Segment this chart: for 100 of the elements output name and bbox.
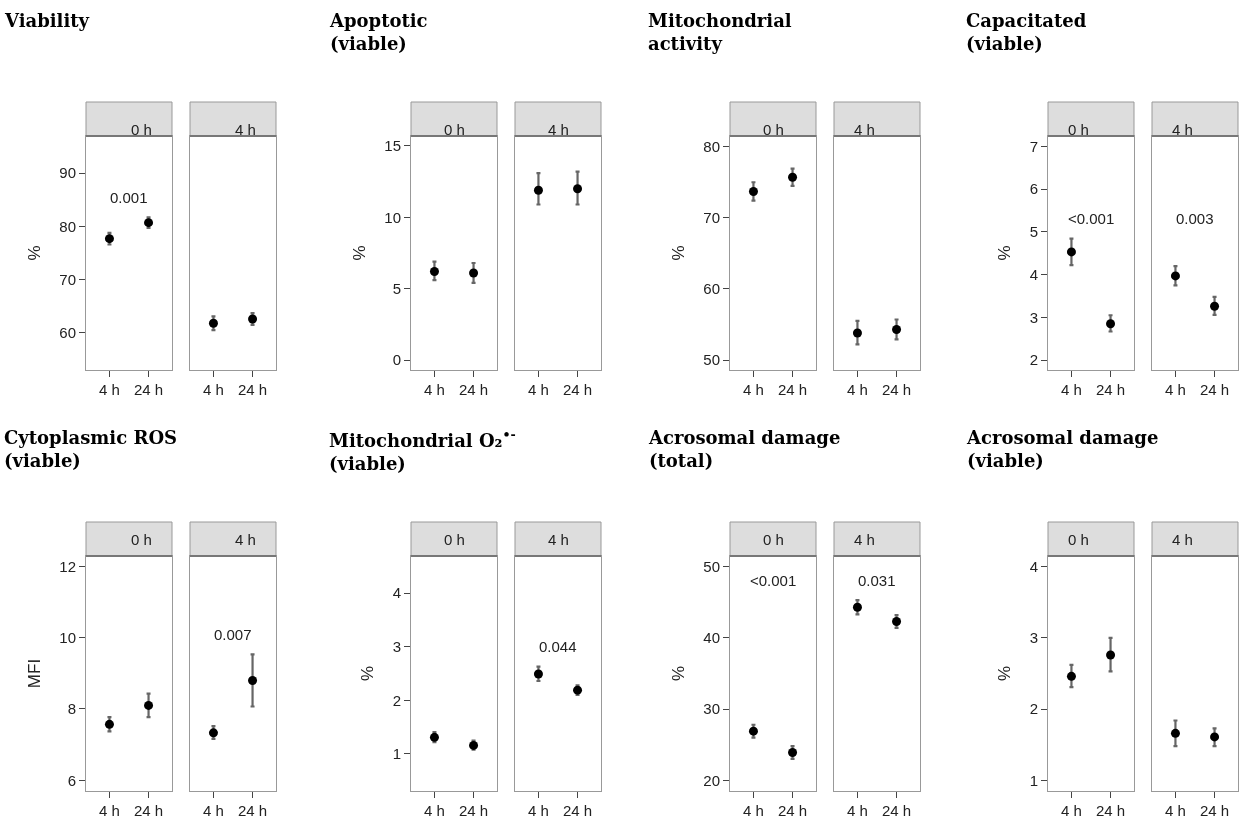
- chart-subtitle: 4 h: [235, 531, 256, 548]
- chart-subtitle: 4 h: [548, 531, 569, 548]
- y-tick-label: 6: [1029, 180, 1038, 198]
- x-tick-label: 4 h: [203, 802, 224, 819]
- y-tick-label: 20: [703, 771, 720, 789]
- x-tick-label: 4 h: [1165, 381, 1186, 398]
- x-tick-label: 4 h: [99, 381, 120, 398]
- y-tick-label: 70: [703, 209, 720, 227]
- x-tick-label: 4 h: [847, 381, 868, 398]
- x-tick-label: 24 h: [237, 381, 268, 398]
- annotation: 0.044: [539, 638, 577, 655]
- y-tick-label: 1: [392, 745, 401, 763]
- x-tick-label: 24 h: [881, 381, 912, 398]
- chart-title: Acrosomal damage (total): [648, 427, 841, 472]
- y-axis-title: %: [995, 245, 1015, 261]
- y-tick-label: 15: [384, 137, 401, 155]
- chart-title: Acrosomal damage (viable): [966, 427, 1159, 472]
- chart-title: Mitochondrial O₂$^{•-}$ (viable): [329, 427, 516, 474]
- x-tick-label: 24 h: [237, 802, 268, 819]
- annotation: 0.003: [1176, 210, 1214, 227]
- y-tick-label: 6: [67, 771, 76, 789]
- x-tick-label: 4 h: [743, 802, 764, 819]
- y-axis-title: %: [358, 665, 378, 682]
- y-tick-label: 1: [1029, 771, 1038, 789]
- chart-subtitle: 0 h: [444, 121, 465, 138]
- y-tick-label: 50: [703, 557, 720, 575]
- x-tick-label: 4 h: [99, 802, 120, 819]
- chart-title: Cytoplasmic ROS (viable): [4, 427, 178, 472]
- annotation: 0.031: [858, 572, 896, 589]
- y-tick-label: 80: [703, 137, 720, 155]
- annotation: 0.001: [110, 189, 148, 206]
- chart-subtitle: 0 h: [1068, 531, 1089, 548]
- x-tick-label: 4 h: [528, 381, 549, 398]
- y-tick-label: 60: [59, 324, 76, 342]
- x-tick-label: 4 h: [847, 802, 868, 819]
- chart-subtitle: 4 h: [1172, 531, 1193, 548]
- annotation: <0.001: [1068, 210, 1115, 227]
- chart-title: Capacitated (viable): [966, 10, 1087, 55]
- y-tick-label: 5: [1029, 223, 1038, 241]
- x-tick-label: 4 h: [1061, 381, 1082, 398]
- y-tick-label: 4: [1029, 557, 1038, 575]
- y-axis-title: %: [24, 245, 44, 261]
- x-tick-label: 24 h: [458, 381, 489, 398]
- y-axis-title: %: [995, 665, 1015, 682]
- chart-subtitle: 0 h: [131, 531, 152, 548]
- x-tick-label: 24 h: [777, 381, 808, 398]
- y-tick-label: 2: [392, 691, 401, 709]
- chart-subtitle: 0 h: [444, 531, 465, 548]
- y-tick-label: 30: [703, 700, 720, 718]
- y-tick-label: 0: [392, 351, 401, 369]
- x-tick-label: 24 h: [1199, 381, 1230, 398]
- y-tick-label: 40: [703, 629, 720, 647]
- y-tick-label: 3: [1029, 629, 1038, 647]
- x-tick-label: 4 h: [424, 802, 445, 819]
- chart-subtitle: 0 h: [131, 121, 152, 138]
- y-axis-title: %: [668, 665, 688, 682]
- x-tick-label: 24 h: [777, 802, 808, 819]
- y-tick-label: 8: [67, 700, 76, 718]
- chart-subtitle: 4 h: [854, 531, 875, 548]
- x-tick-label: 24 h: [881, 802, 912, 819]
- x-tick-label: 24 h: [1095, 802, 1126, 819]
- chart-subtitle: 4 h: [854, 121, 875, 138]
- y-tick-label: 5: [392, 279, 401, 297]
- x-tick-label: 24 h: [458, 802, 489, 819]
- x-tick-label: 4 h: [528, 802, 549, 819]
- y-tick-label: 10: [384, 208, 401, 226]
- y-tick-label: 2: [1029, 700, 1038, 718]
- y-tick-label: 90: [59, 164, 76, 182]
- y-tick-label: 3: [392, 637, 401, 655]
- chart-subtitle: 4 h: [235, 121, 256, 138]
- y-tick-label: 80: [59, 217, 76, 235]
- x-tick-label: 24 h: [562, 381, 593, 398]
- x-tick-label: 4 h: [424, 381, 445, 398]
- x-tick-label: 24 h: [562, 802, 593, 819]
- chart-title: Apoptotic (viable): [329, 10, 428, 55]
- x-tick-label: 24 h: [1199, 802, 1230, 819]
- chart-subtitle: 0 h: [763, 121, 784, 138]
- chart-subtitle: 0 h: [1068, 121, 1089, 138]
- y-tick-label: 50: [703, 351, 720, 369]
- chart-subtitle: 0 h: [763, 531, 784, 548]
- y-tick-label: 12: [59, 557, 76, 575]
- y-tick-label: 10: [59, 628, 76, 646]
- y-tick-label: 70: [59, 270, 76, 288]
- x-tick-label: 4 h: [1165, 802, 1186, 819]
- y-tick-label: 4: [392, 584, 401, 602]
- y-axis-title: %: [349, 245, 369, 261]
- x-tick-label: 4 h: [203, 381, 224, 398]
- chart-title: Mitochondrial activity: [648, 10, 792, 55]
- y-tick-label: 3: [1029, 308, 1038, 326]
- x-tick-label: 24 h: [133, 802, 164, 819]
- chart-title: Viability: [4, 10, 90, 31]
- y-tick-label: 4: [1029, 265, 1038, 283]
- chart-subtitle: 4 h: [1172, 121, 1193, 138]
- annotation: <0.001: [750, 572, 797, 589]
- y-axis-title: %: [668, 245, 688, 261]
- x-tick-label: 4 h: [1061, 802, 1082, 819]
- y-axis-title: MFI: [24, 658, 44, 689]
- chart-subtitle: 4 h: [548, 121, 569, 138]
- y-tick-label: 7: [1029, 137, 1038, 155]
- x-tick-label: 24 h: [133, 381, 164, 398]
